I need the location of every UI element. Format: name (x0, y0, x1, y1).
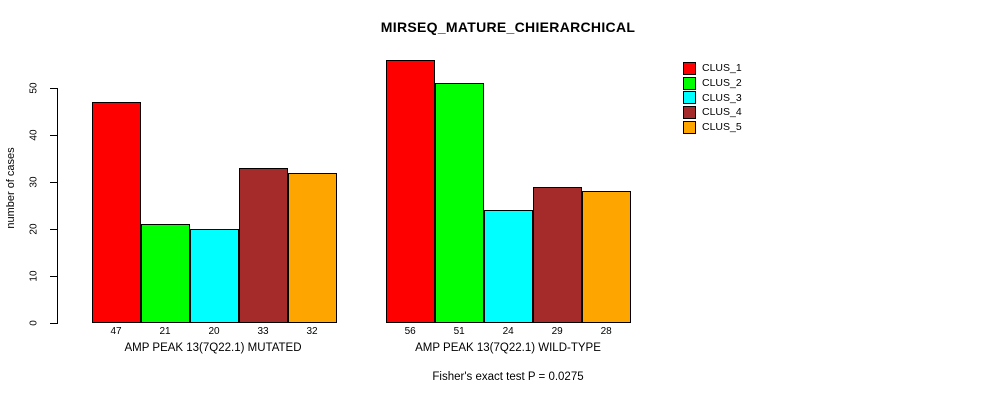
y-tick-label: 20 (28, 223, 40, 235)
y-tick (50, 87, 57, 89)
legend-swatch (683, 105, 696, 119)
bar-clus_2-group1 (140, 224, 190, 323)
bar-clus_1-group2 (385, 59, 435, 323)
legend: CLUS_1 CLUS_2 CLUS_3 CLUS_4 CLUS_5 (683, 61, 742, 134)
y-axis-label: number of cases (5, 147, 17, 229)
bar-clus_5-group2 (581, 191, 631, 323)
legend-label: CLUS_5 (702, 121, 742, 134)
y-tick-label: 40 (28, 129, 40, 141)
y-tick-label: 10 (28, 270, 40, 282)
legend-item-clus_4: CLUS_4 (683, 105, 742, 120)
bar-value-label: 21 (159, 326, 171, 337)
bar-clus_5-group1 (287, 172, 337, 323)
bar-value-label: 28 (600, 326, 612, 337)
legend-label: CLUS_4 (702, 106, 742, 119)
y-tick-label: 30 (28, 176, 40, 188)
chart-title: MIRSEQ_MATURE_CHIERARCHICAL (380, 19, 636, 35)
legend-item-clus_1: CLUS_1 (683, 61, 742, 76)
bar-value-label: 33 (257, 326, 269, 337)
group-label-mutated: AMP PEAK 13(7Q22.1) MUTATED (124, 342, 302, 354)
y-tick-label: 50 (28, 82, 40, 94)
bar-value-label: 20 (208, 326, 220, 337)
legend-swatch (683, 91, 696, 105)
bar-clus_3-group2 (483, 210, 533, 323)
bar-clus_3-group1 (189, 229, 239, 323)
legend-swatch (683, 120, 696, 134)
bar-clus_1-group1 (91, 102, 141, 323)
legend-swatch (683, 76, 696, 90)
fisher-test-annotation: Fisher's exact test P = 0.0275 (432, 371, 584, 383)
legend-label: CLUS_2 (702, 77, 742, 90)
bar-value-label: 32 (306, 326, 318, 337)
legend-swatch (683, 61, 696, 75)
bar-value-label: 24 (502, 326, 514, 337)
y-tick (50, 181, 57, 183)
bar-value-label: 56 (404, 326, 416, 337)
legend-label: CLUS_1 (702, 62, 742, 75)
y-tick-label: 0 (28, 320, 40, 326)
legend-item-clus_2: CLUS_2 (683, 76, 742, 91)
bar-clus_4-group1 (238, 167, 288, 323)
y-tick (50, 322, 57, 324)
legend-item-clus_5: CLUS_5 (683, 120, 742, 135)
legend-item-clus_3: CLUS_3 (683, 90, 742, 105)
y-tick (50, 134, 57, 136)
bar-value-label: 51 (453, 326, 465, 337)
bar-clus_4-group2 (532, 186, 582, 323)
bar-clus_2-group2 (434, 83, 484, 323)
bar-value-label: 29 (551, 326, 563, 337)
legend-label: CLUS_3 (702, 91, 742, 104)
y-tick (50, 275, 57, 277)
bar-value-label: 47 (110, 326, 122, 337)
y-axis-line (57, 88, 58, 324)
group-label-wild-type: AMP PEAK 13(7Q22.1) WILD-TYPE (415, 342, 601, 354)
y-tick (50, 228, 57, 230)
